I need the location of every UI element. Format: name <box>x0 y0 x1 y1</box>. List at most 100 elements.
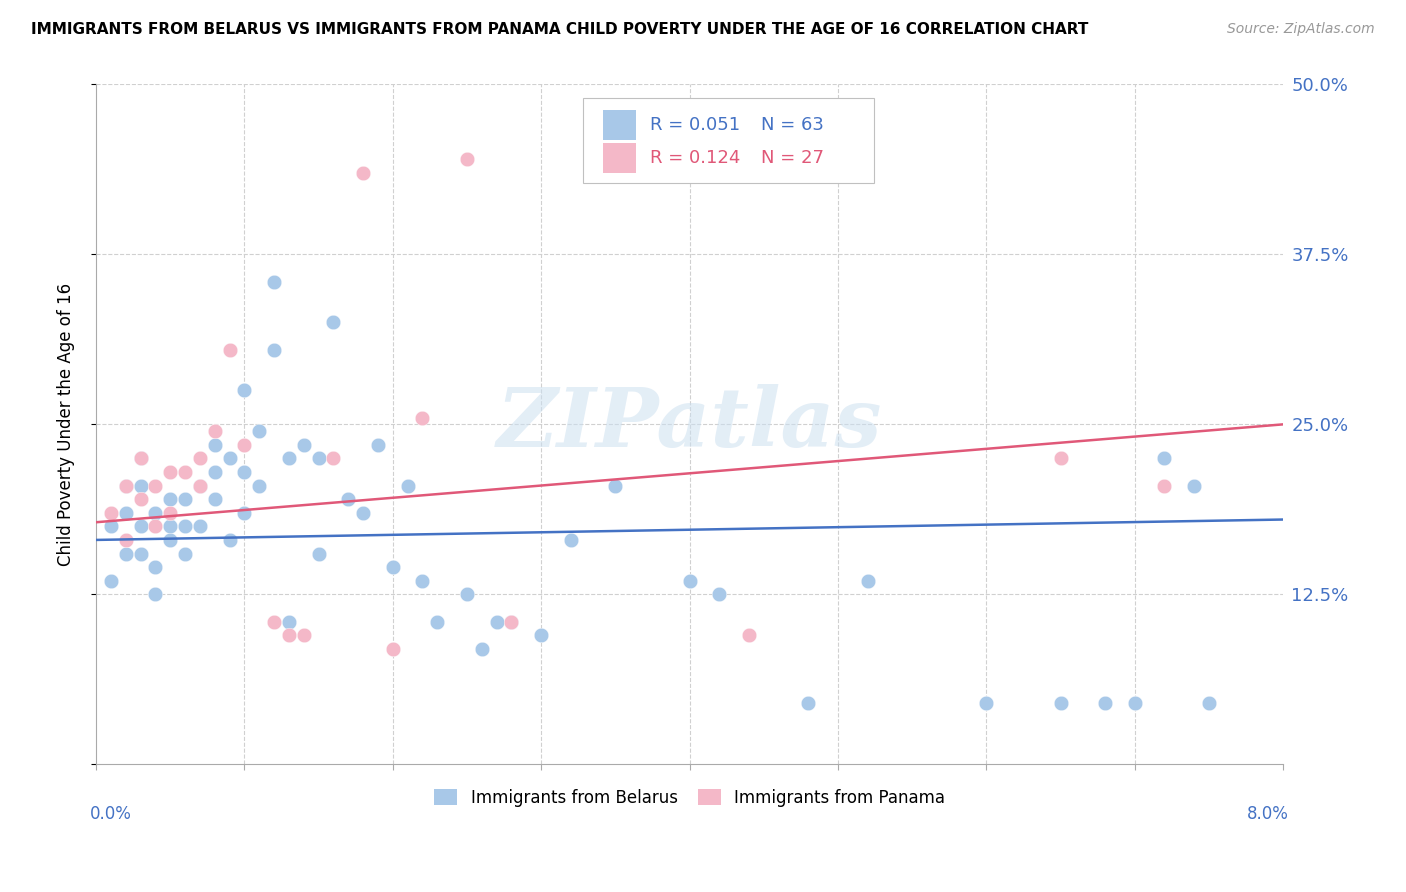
Point <box>233 465 256 479</box>
Point <box>129 547 152 561</box>
Point <box>411 574 433 588</box>
Point <box>322 315 344 329</box>
Point <box>159 519 181 533</box>
Point <box>471 641 494 656</box>
Point <box>292 628 315 642</box>
Point <box>188 519 211 533</box>
Point <box>709 587 731 601</box>
Point <box>204 465 226 479</box>
Point <box>678 574 700 588</box>
Point <box>129 492 152 507</box>
Point <box>605 478 627 492</box>
Point <box>129 519 152 533</box>
Point <box>367 438 389 452</box>
Point <box>100 574 122 588</box>
Point <box>159 506 181 520</box>
FancyBboxPatch shape <box>582 98 873 183</box>
Point <box>100 506 122 520</box>
Point <box>277 615 299 629</box>
Point <box>174 519 197 533</box>
Point <box>277 451 299 466</box>
Point <box>263 275 285 289</box>
Text: R = 0.124: R = 0.124 <box>651 149 741 167</box>
Point <box>247 478 270 492</box>
Bar <box>603 143 636 173</box>
Point <box>129 451 152 466</box>
Point <box>263 615 285 629</box>
Point <box>129 478 152 492</box>
Point <box>456 587 478 601</box>
Text: N = 63: N = 63 <box>761 116 824 134</box>
Point <box>485 615 508 629</box>
Point <box>337 492 360 507</box>
Text: ZIPatlas: ZIPatlas <box>496 384 883 465</box>
Text: N = 27: N = 27 <box>761 149 824 167</box>
Point <box>174 465 197 479</box>
Point <box>308 451 330 466</box>
Point <box>114 506 136 520</box>
Text: 0.0%: 0.0% <box>90 805 132 823</box>
Point <box>145 506 167 520</box>
Text: 8.0%: 8.0% <box>1247 805 1289 823</box>
Point <box>114 547 136 561</box>
Point <box>204 438 226 452</box>
Point <box>352 506 374 520</box>
Point <box>352 166 374 180</box>
Text: R = 0.051: R = 0.051 <box>651 116 741 134</box>
Point <box>277 628 299 642</box>
Point <box>218 533 240 547</box>
Text: Source: ZipAtlas.com: Source: ZipAtlas.com <box>1227 22 1375 37</box>
Point <box>174 492 197 507</box>
Legend: Immigrants from Belarus, Immigrants from Panama: Immigrants from Belarus, Immigrants from… <box>427 782 952 814</box>
Point <box>218 451 240 466</box>
Point <box>188 478 211 492</box>
Point <box>263 343 285 357</box>
Bar <box>603 111 636 140</box>
Point <box>114 533 136 547</box>
Point <box>426 615 449 629</box>
Point <box>381 560 404 574</box>
Point <box>322 451 344 466</box>
Point <box>188 478 211 492</box>
Point <box>100 519 122 533</box>
Point <box>1123 696 1146 710</box>
Point <box>188 451 211 466</box>
Point <box>159 492 181 507</box>
Point <box>456 152 478 166</box>
Point <box>233 384 256 398</box>
Point <box>501 615 523 629</box>
Point <box>1049 451 1071 466</box>
Y-axis label: Child Poverty Under the Age of 16: Child Poverty Under the Age of 16 <box>58 283 75 566</box>
Point <box>1153 451 1175 466</box>
Point <box>1153 478 1175 492</box>
Point <box>145 519 167 533</box>
Point <box>797 696 820 710</box>
Point <box>976 696 998 710</box>
Point <box>145 587 167 601</box>
Point <box>204 492 226 507</box>
Point <box>114 478 136 492</box>
Point <box>1049 696 1071 710</box>
Point <box>530 628 553 642</box>
Point <box>560 533 582 547</box>
Point <box>501 615 523 629</box>
Point <box>218 343 240 357</box>
Point <box>1198 696 1220 710</box>
Point <box>204 424 226 438</box>
Point <box>308 547 330 561</box>
Point <box>129 451 152 466</box>
Point <box>159 465 181 479</box>
Point <box>174 547 197 561</box>
Point <box>1094 696 1116 710</box>
Point <box>233 506 256 520</box>
Point <box>411 410 433 425</box>
Point <box>145 478 167 492</box>
Point <box>381 641 404 656</box>
Point <box>738 628 761 642</box>
Point <box>292 438 315 452</box>
Point <box>159 533 181 547</box>
Point <box>1182 478 1205 492</box>
Point <box>114 478 136 492</box>
Point <box>145 560 167 574</box>
Point <box>233 438 256 452</box>
